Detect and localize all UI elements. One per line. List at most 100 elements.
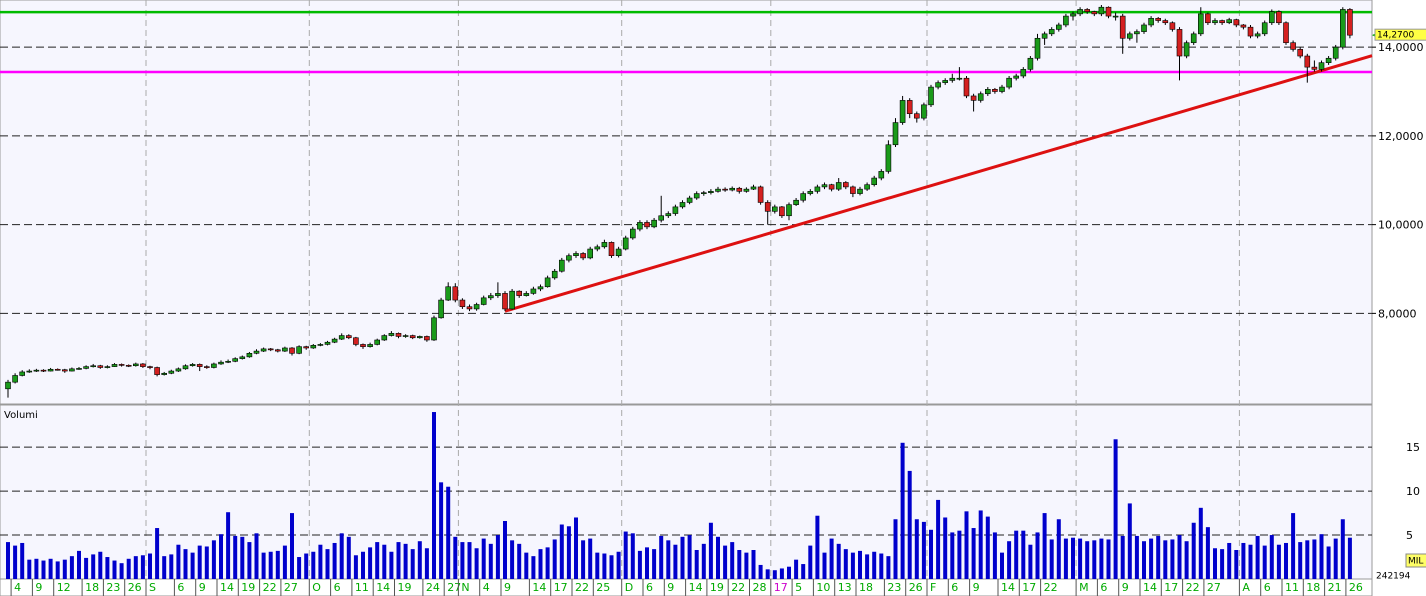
volume-bar: [325, 549, 330, 579]
volume-unit: MIL: [1408, 557, 1423, 567]
volume-bar: [588, 538, 593, 579]
candle-body: [360, 344, 366, 347]
volume-bar: [410, 549, 415, 579]
volume-bar: [190, 552, 195, 579]
volume-bar: [1142, 541, 1146, 579]
volume-bar: [964, 511, 969, 579]
x-tick-label: O: [312, 581, 321, 594]
volume-bar: [872, 551, 877, 579]
candle-body: [225, 360, 231, 363]
volume-bar: [368, 547, 373, 579]
x-tick-label: F: [930, 581, 936, 594]
candle-body: [629, 228, 636, 239]
candle-body: [367, 344, 373, 347]
volume-bar: [559, 524, 564, 579]
volume-bar: [1205, 527, 1210, 579]
volume-bar: [361, 551, 365, 579]
candle-body: [381, 335, 388, 341]
volume-bar: [1127, 503, 1132, 579]
x-tick-label: 9: [199, 581, 206, 594]
candle-body: [33, 369, 40, 372]
volume-bar: [971, 528, 976, 579]
candle-body: [260, 348, 267, 352]
volume-bar: [183, 549, 188, 579]
candle-body: [750, 186, 757, 190]
candle-body: [416, 336, 423, 339]
last-price-box: [1374, 28, 1426, 41]
volume-bar: [652, 549, 657, 579]
volume-bar: [261, 552, 266, 579]
candle-body: [1098, 6, 1105, 15]
volume-bar: [1035, 532, 1040, 579]
candle-body: [204, 366, 210, 368]
candle-body: [913, 113, 920, 119]
volume-bar: [858, 550, 862, 579]
candle-body: [956, 77, 963, 80]
x-tick-label: 9: [35, 581, 42, 594]
volume-bar: [723, 545, 728, 579]
candle-body: [970, 95, 977, 101]
candle-body: [1332, 46, 1339, 59]
volume-bar: [268, 551, 273, 579]
volume-bar: [985, 516, 990, 579]
candle-body: [807, 191, 814, 194]
candle-body: [999, 86, 1005, 92]
x-tick-label: N: [461, 581, 469, 594]
candle-body: [282, 347, 288, 352]
volume-bar: [730, 542, 735, 579]
volume-bar: [332, 542, 337, 579]
candle-body: [1311, 66, 1318, 70]
x-tick-label: M: [1079, 581, 1089, 594]
candle-body: [1340, 9, 1346, 48]
candle-body: [814, 186, 821, 192]
candle-body: [928, 86, 934, 106]
volume-bar: [453, 536, 458, 579]
y-tick-label: 10,0000: [1378, 219, 1424, 232]
candle-body: [963, 77, 970, 97]
candle-body: [324, 341, 331, 345]
candle-body: [76, 368, 82, 370]
candle-body: [601, 242, 608, 248]
candle-body: [842, 182, 849, 188]
candle-body: [1198, 13, 1204, 35]
volume-bar: [55, 561, 60, 579]
candle-body: [530, 288, 537, 294]
candle-body: [211, 363, 217, 368]
candle-body: [1254, 33, 1261, 37]
volume-bar: [474, 548, 479, 579]
x-tick-label: 14: [1143, 581, 1157, 594]
volume-bar: [602, 553, 607, 579]
candle-body: [523, 293, 530, 296]
volume-bar: [510, 540, 515, 579]
candle-body: [267, 348, 274, 351]
volume-bar: [545, 547, 550, 579]
x-tick-label: 22: [1186, 581, 1200, 594]
volume-last: 242194: [1376, 572, 1411, 582]
volume-bar: [978, 510, 983, 579]
x-tick-label: 6: [951, 581, 958, 594]
candle-body: [338, 335, 345, 340]
volume-bar: [1248, 544, 1253, 579]
candle-body: [793, 199, 799, 205]
x-tick-label: 14: [532, 581, 546, 594]
candle-body: [892, 122, 899, 146]
candle-body: [1063, 15, 1069, 26]
candle-body: [409, 335, 416, 339]
volume-bar: [694, 550, 699, 579]
volume-bar: [1269, 535, 1274, 579]
candle-body: [388, 333, 395, 336]
candle-body: [835, 182, 842, 190]
volume-bar: [382, 544, 387, 579]
volume-bar: [297, 557, 302, 579]
candle-body: [26, 370, 33, 373]
volume-bar: [1262, 545, 1267, 579]
candle-body: [331, 338, 338, 343]
x-tick-label: 18: [85, 581, 99, 594]
candle-body: [480, 297, 487, 305]
candle-body: [140, 363, 146, 367]
volume-bar: [1177, 535, 1182, 579]
candle-body: [509, 290, 515, 310]
candle-body: [1226, 19, 1232, 24]
volume-bar: [581, 540, 586, 579]
volume-bar: [929, 529, 933, 579]
